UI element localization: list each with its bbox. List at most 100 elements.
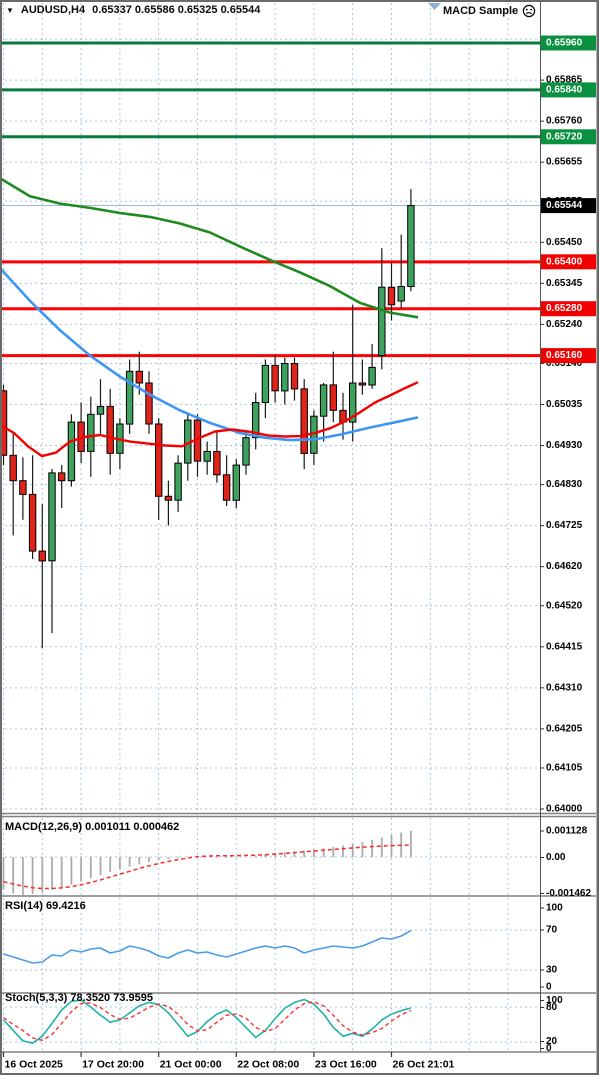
stoch-scale-label: 100: [546, 995, 563, 1006]
price-axis-label: 0.65240: [546, 319, 583, 330]
bear-candle-body: [135, 370, 144, 384]
current-price-badge-text: 0.65544: [546, 200, 583, 211]
price-axis-label: 0.64310: [546, 682, 583, 693]
time-axis-label: 17 Oct 20:00: [82, 1059, 144, 1071]
price-axis-label: 0.65865: [546, 75, 583, 86]
price-axis-label: 0.65760: [546, 116, 583, 127]
bear-candle-body: [300, 388, 308, 454]
stoch-scale-label: 0: [546, 1043, 552, 1054]
stoch-d-line: [3, 1001, 412, 1042]
bear-candle-body: [164, 495, 173, 501]
macd-signal-line: [3, 844, 411, 890]
ma-mid-blue-line: [0, 267, 419, 442]
rsi-indicator-label: RSI(14) 69.4216: [5, 900, 86, 912]
chart-shift-marker-icon[interactable]: [428, 3, 441, 10]
support-price-badge: [541, 301, 596, 317]
bear-candle-body: [155, 423, 163, 497]
price-axis-label: 0.65035: [546, 399, 583, 410]
time-axis-label: 16 Oct 2025: [5, 1059, 64, 1071]
chart-titlebar: ▼ AUDUSD,H4 0.65337 0.65586 0.65325 0.65…: [6, 4, 260, 16]
bear-candle-body: [213, 450, 221, 476]
price-axis-label: 0.65345: [546, 278, 583, 289]
expert-advisor-label: MACD Sample: [443, 4, 536, 18]
bear-candle-body: [222, 474, 231, 501]
support-price-badge-text: 0.65280: [546, 303, 583, 314]
bull-candle-body: [67, 421, 76, 482]
rsi-scale-label: 100: [546, 903, 563, 914]
price-axis-label: 0.64105: [546, 762, 583, 773]
support-price-badge-text: 0.65400: [546, 256, 583, 267]
price-axis-label: 0.64520: [546, 600, 583, 611]
ea-name: MACD Sample: [443, 5, 519, 17]
bull-candle-body: [349, 382, 357, 423]
price-axis-label: 0.64415: [546, 641, 583, 652]
resistance-price-badge-text: 0.65720: [546, 131, 583, 142]
ma-fast-red-line: [0, 381, 419, 458]
price-axis-label: 0.64205: [546, 723, 583, 734]
rsi-line: [3, 929, 412, 964]
price-axis-label: 0.64620: [546, 561, 583, 572]
price-axis-label: 0.65450: [546, 237, 583, 248]
price-axis-label: 0.64000: [546, 804, 583, 815]
stoch-scale-label: 20: [546, 1036, 558, 1047]
bull-candle-body: [48, 472, 56, 562]
bear-candle-body: [28, 493, 37, 552]
price-axis-label: 0.64930: [546, 440, 583, 451]
bull-candle-body: [407, 205, 415, 288]
stoch-indicator-label: Stoch(5,3,3) 78.3520 73.9595: [5, 992, 153, 1004]
price-axis-label: 0.64830: [546, 479, 583, 490]
ma-slow-green-line: [0, 177, 419, 319]
price-axis-label: 0.65140: [546, 358, 583, 369]
macd-scale-label: 0.00: [546, 852, 566, 863]
bull-candle-body: [281, 363, 289, 392]
bear-candle-body: [387, 286, 396, 306]
current-price-badge: [541, 198, 596, 214]
bull-candle-body: [252, 402, 260, 439]
rsi-scale-label: 30: [546, 965, 558, 976]
bull-candle-body: [242, 437, 250, 466]
bull-candle-body: [87, 413, 95, 452]
price-axis-label: 0.64725: [546, 520, 583, 531]
stoch-scale-label: 80: [546, 1002, 558, 1013]
ea-sad-face-icon[interactable]: [522, 4, 536, 18]
candles-layer: [0, 189, 415, 648]
bear-candle-body: [145, 382, 153, 425]
resistance-price-badge: [541, 35, 596, 51]
resistance-price-badge-text: 0.65960: [546, 37, 583, 48]
bull-candle-body: [125, 370, 134, 425]
resistance-price-badge: [541, 129, 596, 145]
bull-candle-body: [397, 286, 405, 302]
macd-scale-label: -0.001462: [546, 888, 591, 899]
bull-candle-body: [368, 366, 376, 386]
resistance-price-badge-text: 0.65840: [546, 84, 583, 95]
support-price-badge: [541, 254, 596, 270]
time-axis-label: 21 Oct 00:00: [160, 1059, 222, 1071]
bull-candle-body: [203, 450, 211, 462]
support-price-badge: [541, 348, 596, 364]
macd-indicator-label: MACD(12,26,9) 0.001011 0.000462: [5, 821, 180, 833]
symbol-dropdown-icon[interactable]: ▼: [6, 5, 14, 15]
bear-candle-body: [358, 382, 367, 386]
bear-candle-body: [106, 405, 114, 454]
resistance-price-badge: [541, 82, 596, 98]
bear-candle-body: [38, 550, 46, 562]
bear-candle-body: [58, 472, 66, 482]
bear-candle-body: [9, 454, 17, 482]
ohlc-values: 0.65337 0.65586 0.65325 0.65544: [92, 4, 261, 16]
support-price-badge-text: 0.65160: [546, 350, 583, 361]
bull-candle-body: [96, 405, 105, 415]
time-axis-label: 22 Oct 08:00: [237, 1059, 299, 1071]
bear-candle-body: [329, 384, 338, 411]
stoch-k-line: [2, 998, 412, 1044]
macd-scale-label: 0.001128: [546, 826, 588, 837]
price-axis-label: 0.65655: [546, 157, 583, 168]
bear-candle-body: [271, 364, 279, 392]
bull-candle-body: [232, 464, 241, 501]
bear-candle-body: [19, 480, 27, 495]
bull-candle-body: [261, 364, 270, 403]
bull-candle-body: [319, 384, 328, 417]
symbol-period-label: AUDUSD,H4: [20, 4, 86, 16]
time-axis-label: 26 Oct 21:01: [393, 1059, 455, 1071]
bear-candle-body: [290, 363, 299, 390]
